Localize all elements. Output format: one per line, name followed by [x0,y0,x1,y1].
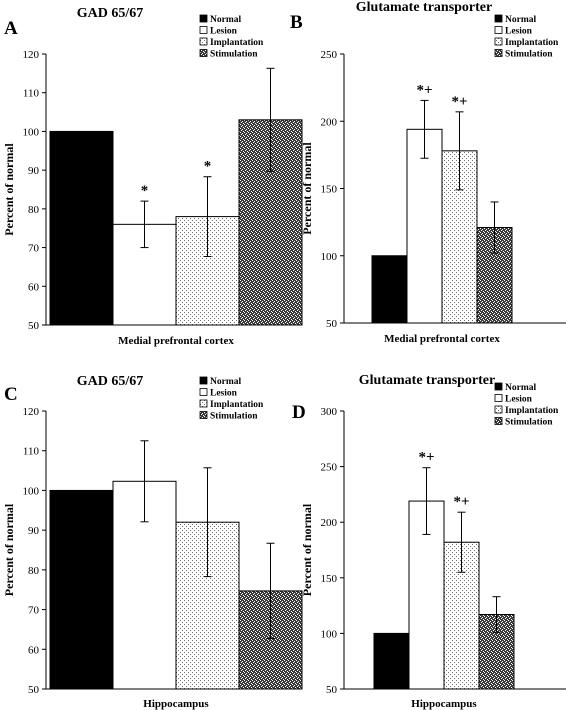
legend-label-lesion: Lesion [505,27,533,37]
legend-swatch-implantation [494,405,503,414]
legend-label-normal: Normal [505,15,536,25]
y-tick-label: 80 [28,204,40,216]
legend-label-normal: Normal [210,15,241,25]
x-axis-label: Hippocampus [411,698,477,710]
y-tick-label: 100 [23,485,40,497]
legend-label-normal: Normal [505,383,536,393]
chart-title: GAD 65/67 [77,6,144,21]
significance-marker: *+ [453,494,469,510]
chart-title: Glutamate transporter [356,0,492,15]
bar-normal [371,255,408,324]
y-tick-label: 70 [28,605,40,617]
legend-swatch-stimulation [199,49,208,57]
legend-swatch-normal [494,14,503,23]
legend-swatch-normal [199,376,208,385]
y-axis-label: Percent of normal [300,503,314,596]
legend-label-implantation: Implantation [210,400,264,410]
y-axis-label: Percent of normal [2,503,16,596]
legend-swatch-lesion [199,26,208,34]
panel-letter: A [4,18,18,39]
legend-swatch-lesion [199,388,208,396]
significance-marker: * [204,159,212,175]
legend-label-implantation: Implantation [505,406,559,416]
legend-label-implantation: Implantation [210,38,264,48]
legend-label-stimulation: Stimulation [210,412,258,422]
chart-panel-c: C GAD 65/67 50 60 70 80 90 100 110 120 Percent of … [2,374,303,710]
y-tick-label: 100 [23,126,40,138]
y-tick-label: 50 [28,320,40,332]
y-tick-label: 50 [326,684,338,696]
y-tick-label: 120 [23,406,40,418]
legend-label-stimulation: Stimulation [505,418,553,428]
legend-label-stimulation: Stimulation [210,50,258,60]
y-tick-label: 50 [28,684,40,696]
significance-marker: * [141,183,149,199]
x-axis-label: Hippocampus [143,698,209,710]
bar-lesion [406,128,443,324]
y-tick-label: 120 [23,49,40,61]
chart-panel-a: A GAD 65/67 50 60 70 80 90 100 110 120 Percent of … [2,6,303,347]
y-tick-label: 250 [321,49,338,61]
y-tick-label: 110 [23,88,40,100]
legend-swatch-implantation [494,37,503,46]
significance-marker: *+ [416,82,432,98]
legend-swatch-lesion [494,26,503,34]
legend-swatch-implantation [199,37,208,46]
y-tick-label: 150 [321,184,338,196]
panel-letter: D [292,402,306,423]
significance-marker: *+ [451,94,467,110]
legend-swatch-stimulation [199,411,208,419]
legend-swatch-implantation [199,399,208,408]
legend-label-lesion: Lesion [210,389,238,399]
y-axis-label: Percent of normal [300,142,314,235]
y-tick-label: 250 [321,462,338,474]
x-axis-label: Medial prefrontal cortex [384,333,500,345]
y-tick-label: 200 [321,517,338,529]
y-tick-label: 200 [321,116,338,128]
bar-normal [373,632,410,690]
legend-label-stimulation: Stimulation [505,50,553,60]
y-tick-label: 90 [28,165,40,177]
y-tick-label: 100 [321,628,338,640]
legend-label-implantation: Implantation [505,38,559,48]
legend-label-lesion: Lesion [505,395,533,405]
y-tick-label: 50 [326,318,338,330]
bar-stimulation [238,119,303,326]
chart-panel-d: D Glutamate transporter 50 100 150 200 250 300 P… [292,373,566,710]
y-tick-label: 110 [23,446,40,458]
panel-letter: B [290,12,303,33]
y-tick-label: 60 [28,644,40,656]
y-tick-label: 100 [321,251,338,263]
y-axis-label: Percent of normal [2,143,16,236]
chart-panel-b: B Glutamate transporter 50 100 150 200 250 Perc… [290,0,566,345]
legend-swatch-normal [494,382,503,391]
legend-label-lesion: Lesion [210,27,238,37]
legend-swatch-stimulation [494,49,503,57]
y-tick-label: 300 [321,406,338,418]
legend-swatch-stimulation [494,417,503,425]
panel-letter: C [4,384,18,405]
bar-normal [49,130,114,326]
chart-title: Glutamate transporter [359,373,495,388]
legend-swatch-lesion [494,394,503,402]
y-tick-label: 80 [28,565,40,577]
y-tick-label: 90 [28,525,40,537]
chart-title: GAD 65/67 [77,374,144,389]
y-tick-label: 150 [321,573,338,585]
legend-swatch-normal [199,14,208,23]
y-tick-label: 70 [28,243,40,255]
bar-normal [49,489,114,690]
y-tick-label: 60 [28,281,40,293]
legend-label-normal: Normal [210,377,241,387]
x-axis-label: Medial prefrontal cortex [118,335,234,347]
significance-marker: *+ [418,450,434,466]
